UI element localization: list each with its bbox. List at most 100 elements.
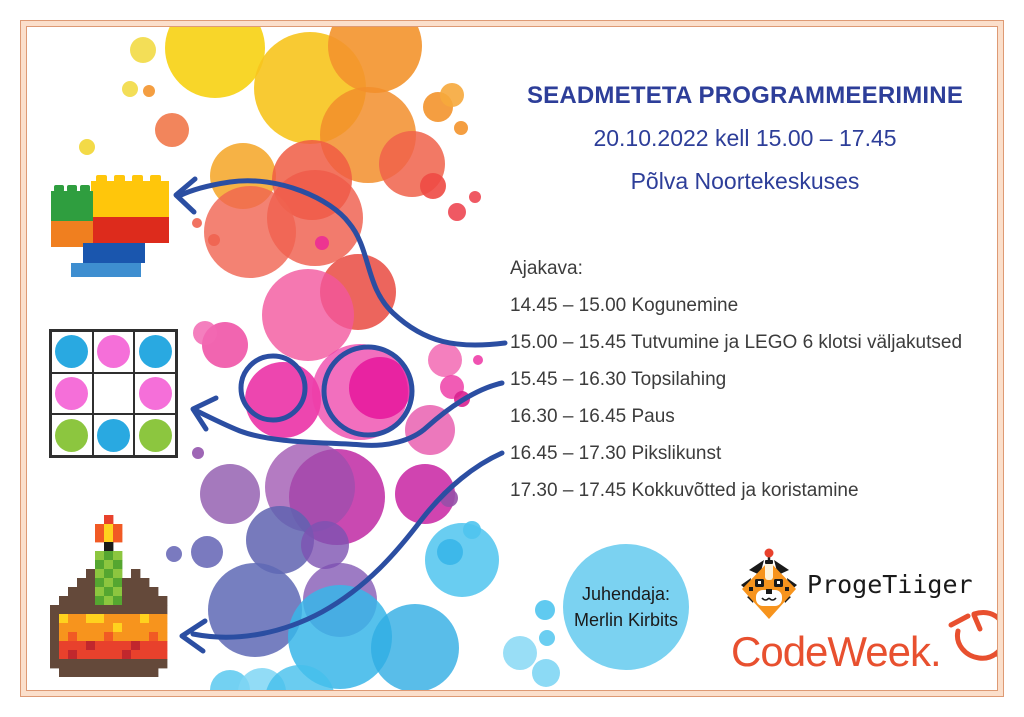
codeweek-logo: CodeWeek. xyxy=(731,609,997,679)
arrow-path xyxy=(176,178,508,348)
blue-dot xyxy=(138,335,172,369)
schedule-item: 16.30 – 16.45 Paus xyxy=(510,406,675,427)
arrow-loop xyxy=(321,344,415,438)
decor-bubble xyxy=(288,585,392,689)
decor-bubble xyxy=(208,563,302,657)
pink-dot xyxy=(55,376,89,410)
lego-brick-lightblue xyxy=(71,263,141,277)
grid-cell xyxy=(92,331,135,373)
decor-bubble xyxy=(539,630,555,646)
arrow-path xyxy=(190,450,505,640)
decor-bubble xyxy=(262,269,354,361)
decor-bubble xyxy=(395,464,455,524)
lego-brick-green xyxy=(51,185,93,221)
decor-bubble xyxy=(532,659,560,687)
pink-dot xyxy=(138,376,172,410)
decor-bubble xyxy=(328,27,422,93)
grid-cell xyxy=(51,372,93,415)
decor-bubble xyxy=(448,203,466,221)
decor-bubble xyxy=(165,27,265,98)
decor-bubble xyxy=(155,113,189,147)
progetiiger-tiger-icon xyxy=(741,548,797,619)
blue-dot xyxy=(96,418,130,452)
arrow-path xyxy=(173,176,198,215)
lego-bricks-image xyxy=(51,175,169,277)
decor-bubble xyxy=(204,186,296,278)
grid-puzzle-image xyxy=(49,329,178,458)
decor-bubble xyxy=(192,218,202,228)
pink-dot xyxy=(96,335,130,369)
decor-bubble xyxy=(454,121,468,135)
lego-brick-orange xyxy=(51,221,93,247)
decor-bubble xyxy=(200,464,260,524)
poster-location: Põlva Noortekeskuses xyxy=(630,168,860,194)
poster-title: SEADMETETA PROGRAMMEERIMINE xyxy=(526,82,964,109)
decor-bubble xyxy=(130,37,156,63)
decor-bubble xyxy=(425,523,499,597)
progetiiger-text: ProgeTiiger xyxy=(807,569,973,599)
grid-cell xyxy=(92,372,135,415)
title-block: SEADMETETA PROGRAMMEERIMINE 20.10.2022 k… xyxy=(495,82,995,211)
grid-cell xyxy=(134,414,176,456)
schedule-item: 14.45 – 15.00 Kogunemine xyxy=(510,295,739,316)
decor-bubble xyxy=(420,173,446,199)
decor-bubble xyxy=(301,521,349,569)
instructor-label: Juhendaja: xyxy=(581,583,671,604)
arrow-path xyxy=(179,618,208,654)
schedule: Ajakava: 14.45 – 15.00 Kogunemine 15.00 … xyxy=(510,250,962,509)
arrow-path xyxy=(194,380,505,448)
poster-datetime: 20.10.2022 kell 15.00 – 17.45 xyxy=(593,125,897,151)
grid-cell xyxy=(134,331,176,373)
lego-brick-yellow xyxy=(91,175,169,217)
decor-bubble xyxy=(191,536,223,568)
grid-cell xyxy=(92,414,135,456)
decor-bubble xyxy=(143,85,155,97)
decor-bubble xyxy=(208,234,220,246)
decor-bubble xyxy=(246,506,314,574)
decor-bubble xyxy=(193,321,217,345)
decor-bubble xyxy=(192,447,204,459)
decor-bubble xyxy=(122,81,138,97)
green-dot xyxy=(138,418,172,452)
grid-cell xyxy=(51,414,93,456)
decor-bubble xyxy=(266,665,334,690)
schedule-item: 16.45 – 17.30 Pikslikunst xyxy=(510,443,722,464)
schedule-item: 15.45 – 16.30 Topsilahing xyxy=(510,369,727,390)
decor-bubble xyxy=(245,362,321,438)
decor-bubble xyxy=(463,521,481,539)
codeweek-text: CodeWeek. xyxy=(731,628,942,675)
schedule-item: 17.30 – 17.45 Kokkuvõtted ja koristamine xyxy=(510,480,859,501)
decor-bubble xyxy=(473,355,483,365)
decor-bubble xyxy=(428,343,462,377)
decor-bubble xyxy=(349,357,411,419)
grid-cell xyxy=(134,372,176,415)
decor-bubble xyxy=(315,236,329,250)
decor-bubble xyxy=(437,539,463,565)
decor-bubble xyxy=(503,636,537,670)
decor-bubble xyxy=(371,604,459,690)
grid-cell xyxy=(51,331,93,373)
decor-bubble xyxy=(166,546,182,562)
arrow-path xyxy=(190,395,219,432)
instructor-name: Merlin Kirbits xyxy=(573,609,679,630)
instructor-bubble: Juhendaja: Merlin Kirbits xyxy=(563,544,689,670)
decor-bubble xyxy=(440,83,464,107)
blue-dot xyxy=(55,335,89,369)
lego-brick-darkblue xyxy=(83,243,145,263)
lego-brick-red xyxy=(91,217,169,243)
progetiiger-logo: ProgeTiiger xyxy=(739,545,973,623)
decor-bubble xyxy=(79,139,95,155)
schedule-heading: Ajakava: xyxy=(510,258,583,279)
decor-bubble xyxy=(405,405,455,455)
green-dot xyxy=(55,418,89,452)
schedule-item: 15.00 – 15.45 Tutvumine ja LEGO 6 klotsi… xyxy=(510,332,963,353)
pixel-cake-image xyxy=(50,515,168,677)
decor-bubble xyxy=(469,191,481,203)
bubble-arrow-layer xyxy=(79,27,560,690)
arrow-loop xyxy=(238,353,308,423)
poster-border: SEADMETETA PROGRAMMEERIMINE 20.10.2022 k… xyxy=(20,20,1004,697)
decor-bubble xyxy=(535,600,555,620)
codeweek-mouse-icon xyxy=(948,610,997,661)
poster-canvas: SEADMETETA PROGRAMMEERIMINE 20.10.2022 k… xyxy=(26,26,998,691)
